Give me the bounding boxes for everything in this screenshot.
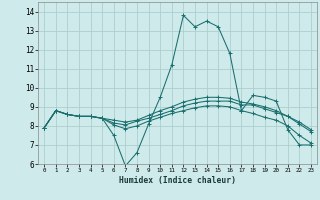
X-axis label: Humidex (Indice chaleur): Humidex (Indice chaleur) <box>119 176 236 185</box>
